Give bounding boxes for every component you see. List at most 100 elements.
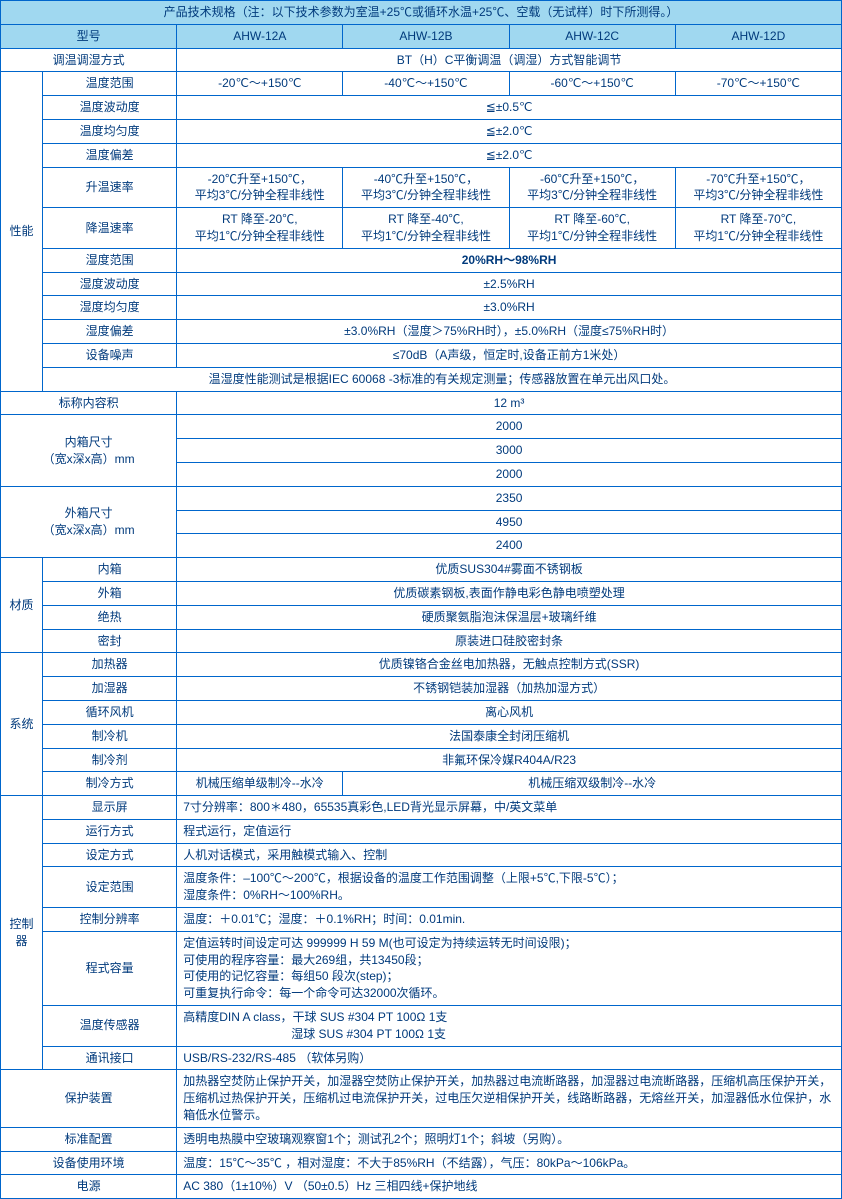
row-pwr-val: AC 380（1±10%）V （50±0.5）Hz 三相四线+保护地线 (177, 1175, 842, 1199)
row-sys5-val: 非氟环保冷媒R404A/R23 (177, 748, 842, 772)
row-mat2-val: 优质碳素钢板,表面作静电彩色静电喷塑处理 (177, 581, 842, 605)
row-mat4-val: 原装进口硅胶密封条 (177, 629, 842, 653)
cat-system: 系统 (1, 653, 43, 796)
row-nvol-label: 标称内容积 (1, 391, 177, 415)
row-hfluct-val: ±2.5%RH (177, 272, 842, 296)
row-std-label: 标准配置 (1, 1127, 177, 1151)
row-mat1-label: 内箱 (43, 558, 177, 582)
row-hdev-val: ±3.0%RH（湿度＞75%RH时），±5.0%RH（湿度≤75%RH时） (177, 320, 842, 344)
model-2: AHW-12C (509, 24, 675, 48)
row-sys6-a: 机械压缩单级制冷--水冷 (177, 772, 343, 796)
cool-1: RT 降至-40℃,平均1℃/分钟全程非线性 (343, 208, 509, 249)
row-sys3-label: 循环风机 (43, 700, 177, 724)
row-c1-label: 显示屏 (43, 796, 177, 820)
row-noise-val: ≤70dB（A声级，恒定时,设备正前方1米处） (177, 343, 842, 367)
row-mode-label: 调温调湿方式 (1, 48, 177, 72)
row-sys5-label: 制冷剂 (43, 748, 177, 772)
row-sys4-label: 制冷机 (43, 724, 177, 748)
row-sys6-b: 机械压缩双级制冷--水冷 (343, 772, 842, 796)
row-c5-label: 控制分辨率 (43, 908, 177, 932)
heat-0: -20℃升至+150℃，平均3℃/分钟全程非线性 (177, 167, 343, 208)
row-heat-label: 升温速率 (43, 167, 177, 208)
row-c4-label: 设定范围 (43, 867, 177, 908)
cool-3: RT 降至-70℃,平均1℃/分钟全程非线性 (675, 208, 841, 249)
row-mat3-label: 绝热 (43, 605, 177, 629)
model-0: AHW-12A (177, 24, 343, 48)
row-c7-label: 温度传感器 (43, 1006, 177, 1047)
outer-1: 4950 (177, 510, 842, 534)
inner-1: 3000 (177, 439, 842, 463)
col-model-label: 型号 (1, 24, 177, 48)
row-sys6-label: 制冷方式 (43, 772, 177, 796)
row-c5-val: 温度：＋0.01℃；湿度：＋0.1%RH；时间：0.01min. (177, 908, 842, 932)
outer-0: 2350 (177, 486, 842, 510)
row-mode-val: BT（H）C平衡调温（调湿）方式智能调节 (177, 48, 842, 72)
row-c6-val: 定值运转时间设定可达 999999 H 59 M(也可设定为持续运转无时间设限)… (177, 931, 842, 1005)
row-mat3-val: 硬质聚氨脂泡沫保温层+玻璃纤维 (177, 605, 842, 629)
cat-performance: 性能 (1, 72, 43, 391)
trange-1: -40℃～+150℃ (343, 72, 509, 96)
row-cool-label: 降温速率 (43, 208, 177, 249)
row-hunif-label: 湿度均匀度 (43, 296, 177, 320)
row-c1-val: 7寸分辨率：800＊480，65535真彩色,LED背光显示屏幕，中/英文菜单 (177, 796, 842, 820)
row-c3-val: 人机对话模式，采用触模式输入、控制 (177, 843, 842, 867)
trange-0: -20℃～+150℃ (177, 72, 343, 96)
row-outer-label: 外箱尺寸（宽x深x高）mm (1, 486, 177, 557)
row-sys3-val: 离心风机 (177, 700, 842, 724)
row-mat1-val: 优质SUS304#雾面不锈钢板 (177, 558, 842, 582)
row-noise-label: 设备噪声 (43, 343, 177, 367)
row-sys1-val: 优质镍铬合金丝电加热器，无触点控制方式(SSR) (177, 653, 842, 677)
row-hdev-label: 湿度偏差 (43, 320, 177, 344)
row-inner-label: 内箱尺寸（宽x深x高）mm (1, 415, 177, 486)
row-c8-val: USB/RS-232/RS-485 （软体另购） (177, 1046, 842, 1070)
row-sys1-label: 加热器 (43, 653, 177, 677)
row-prot-label: 保护装置 (1, 1070, 177, 1127)
row-hfluct-label: 湿度波动度 (43, 272, 177, 296)
row-env-val: 温度：15℃～35℃ ，相对湿度：不大于85%RH（不结露），气压：80kPa～… (177, 1151, 842, 1175)
row-std-val: 透明电热膜中空玻璃观察窗1个；测试孔2个；照明灯1个；斜坡（另购）。 (177, 1127, 842, 1151)
row-tdev-val: ≦±2.0℃ (177, 143, 842, 167)
row-sys4-val: 法国泰康全封闭压缩机 (177, 724, 842, 748)
row-tunif-label: 温度均匀度 (43, 119, 177, 143)
row-c6-label: 程式容量 (43, 931, 177, 1005)
trange-2: -60℃～+150℃ (509, 72, 675, 96)
row-c3-label: 设定方式 (43, 843, 177, 867)
table-title: 产品技术规格（注：以下技术参数为室温+25℃或循环水温+25℃、空载（无试样）时… (1, 1, 842, 25)
cat-material: 材质 (1, 558, 43, 653)
inner-2: 2000 (177, 462, 842, 486)
row-trange-label: 温度范围 (43, 72, 177, 96)
row-c4-val: 温度条件：–100℃～200℃，根据设备的温度工作范围调整（上限+5℃,下限-5… (177, 867, 842, 908)
inner-0: 2000 (177, 415, 842, 439)
spec-table: 产品技术规格（注：以下技术参数为室温+25℃或循环水温+25℃、空载（无试样）时… (0, 0, 842, 1199)
row-hrange-label: 湿度范围 (43, 248, 177, 272)
cool-0: RT 降至-20℃,平均1℃/分钟全程非线性 (177, 208, 343, 249)
heat-3: -70℃升至+150℃，平均3℃/分钟全程非线性 (675, 167, 841, 208)
row-c2-label: 运行方式 (43, 819, 177, 843)
outer-2: 2400 (177, 534, 842, 558)
row-sys2-val: 不锈钢铠装加湿器（加热加湿方式） (177, 677, 842, 701)
row-nvol-val: 12 m³ (177, 391, 842, 415)
trange-3: -70℃～+150℃ (675, 72, 841, 96)
row-c8-label: 通讯接口 (43, 1046, 177, 1070)
row-tdev-label: 温度偏差 (43, 143, 177, 167)
row-mat2-label: 外箱 (43, 581, 177, 605)
heat-2: -60℃升至+150℃，平均3℃/分钟全程非线性 (509, 167, 675, 208)
row-pwr-label: 电源 (1, 1175, 177, 1199)
model-1: AHW-12B (343, 24, 509, 48)
row-sys2-label: 加湿器 (43, 677, 177, 701)
row-c7-val: 高精度DIN A class，干球 SUS #304 PT 100Ω 1支 湿球… (177, 1006, 842, 1047)
cool-2: RT 降至-60℃,平均1℃/分钟全程非线性 (509, 208, 675, 249)
row-tunif-val: ≦±2.0℃ (177, 119, 842, 143)
cat-controller: 控制器 (1, 796, 43, 1070)
row-note-val: 温湿度性能测试是根据IEC 60068 -3标准的有关规定测量；传感器放置在单元… (43, 367, 842, 391)
model-3: AHW-12D (675, 24, 841, 48)
row-hunif-val: ±3.0%RH (177, 296, 842, 320)
heat-1: -40℃升至+150℃，平均3℃/分钟全程非线性 (343, 167, 509, 208)
row-hrange-val: 20%RH～98%RH (177, 248, 842, 272)
row-mat4-label: 密封 (43, 629, 177, 653)
row-prot-val: 加热器空焚防止保护开关，加湿器空焚防止保护开关，加热器过电流断路器，加湿器过电流… (177, 1070, 842, 1127)
row-c2-val: 程式运行，定值运行 (177, 819, 842, 843)
row-tfluct-label: 温度波动度 (43, 96, 177, 120)
row-tfluct-val: ≦±0.5℃ (177, 96, 842, 120)
row-env-label: 设备使用环境 (1, 1151, 177, 1175)
